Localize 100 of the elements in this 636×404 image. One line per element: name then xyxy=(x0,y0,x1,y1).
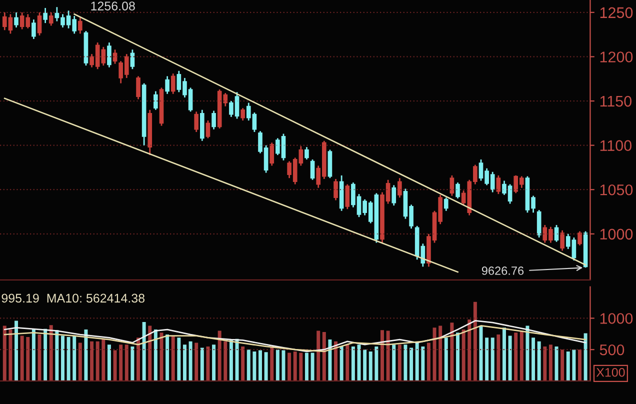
bar xyxy=(368,351,372,381)
bar xyxy=(548,344,552,381)
bar xyxy=(514,332,518,381)
y-tick-label: 500 xyxy=(600,344,624,356)
bar xyxy=(136,338,140,381)
bar xyxy=(246,350,250,381)
bar xyxy=(462,330,466,381)
bar xyxy=(107,344,111,381)
bar xyxy=(235,338,239,381)
bar xyxy=(316,330,320,381)
bar xyxy=(543,346,547,381)
bar xyxy=(473,302,477,381)
bar xyxy=(96,341,100,381)
y-tick-label: 1000 xyxy=(600,313,633,324)
bar xyxy=(578,350,582,381)
bar xyxy=(142,322,146,381)
bar xyxy=(566,351,570,381)
bar xyxy=(182,344,186,381)
bar xyxy=(224,341,228,381)
bar xyxy=(502,328,506,381)
bar xyxy=(456,332,460,381)
bar xyxy=(206,346,210,381)
bar xyxy=(78,342,82,381)
bar xyxy=(554,346,558,381)
annotation: 9626.76 xyxy=(482,266,524,275)
line-series xyxy=(4,325,586,352)
bar xyxy=(66,337,70,381)
bar xyxy=(177,338,181,381)
bar xyxy=(432,328,436,381)
bar xyxy=(304,352,308,381)
y-tick-label: 1250 xyxy=(600,7,633,18)
bar xyxy=(572,350,576,381)
bar xyxy=(171,336,175,381)
bar xyxy=(270,346,274,381)
line-series xyxy=(4,320,586,352)
bar xyxy=(346,344,350,381)
bar xyxy=(520,330,524,381)
bar xyxy=(438,326,442,381)
bar xyxy=(468,319,472,381)
bar xyxy=(282,350,286,381)
bar xyxy=(154,330,158,381)
bar xyxy=(340,346,344,381)
y-tick-label: 1100 xyxy=(600,140,632,151)
bar xyxy=(276,350,280,381)
bar xyxy=(55,330,59,381)
bar xyxy=(258,350,262,381)
bar xyxy=(14,320,18,381)
bar xyxy=(148,326,152,381)
bar xyxy=(241,346,245,381)
bar xyxy=(90,341,94,381)
bar xyxy=(102,340,106,381)
bar xyxy=(2,326,6,381)
bar xyxy=(44,328,48,381)
bar xyxy=(392,344,396,381)
bar xyxy=(188,341,192,381)
bar xyxy=(444,338,448,381)
bar xyxy=(130,346,134,381)
bar xyxy=(404,344,408,381)
y-tick-label: 1000 xyxy=(600,228,633,240)
bar xyxy=(252,351,256,381)
y-tick-label: 1150 xyxy=(600,96,632,107)
bar xyxy=(398,344,402,381)
bar xyxy=(410,348,414,381)
bar xyxy=(363,350,367,381)
bar xyxy=(26,337,30,381)
bar xyxy=(374,346,378,381)
bar xyxy=(380,330,384,381)
y-tick-label: 1050 xyxy=(600,184,633,196)
annotation: 1256.08 xyxy=(91,2,135,10)
bar xyxy=(426,342,430,381)
bar xyxy=(310,352,314,381)
bar xyxy=(386,330,390,381)
bar xyxy=(288,352,292,381)
bar xyxy=(229,340,233,381)
bar xyxy=(60,336,64,381)
bar xyxy=(415,342,419,381)
bar xyxy=(20,336,24,381)
bar xyxy=(166,334,170,381)
bar xyxy=(8,330,12,381)
bar xyxy=(560,350,564,381)
bar xyxy=(32,330,36,381)
y-tick-label: 1200 xyxy=(600,52,633,62)
bar xyxy=(113,350,117,381)
bar xyxy=(537,341,541,381)
bar xyxy=(508,336,512,381)
bar xyxy=(218,330,222,381)
bar xyxy=(264,352,268,381)
bar xyxy=(212,344,216,381)
bar xyxy=(84,330,88,381)
bar xyxy=(119,344,123,381)
bar xyxy=(532,338,536,381)
text: X100 xyxy=(596,368,625,377)
bar xyxy=(194,342,198,381)
bar xyxy=(328,340,332,381)
bar xyxy=(49,325,53,381)
bar xyxy=(351,346,355,381)
bar xyxy=(450,322,454,381)
bar xyxy=(485,338,489,381)
bar xyxy=(334,341,338,381)
bar xyxy=(322,332,326,381)
